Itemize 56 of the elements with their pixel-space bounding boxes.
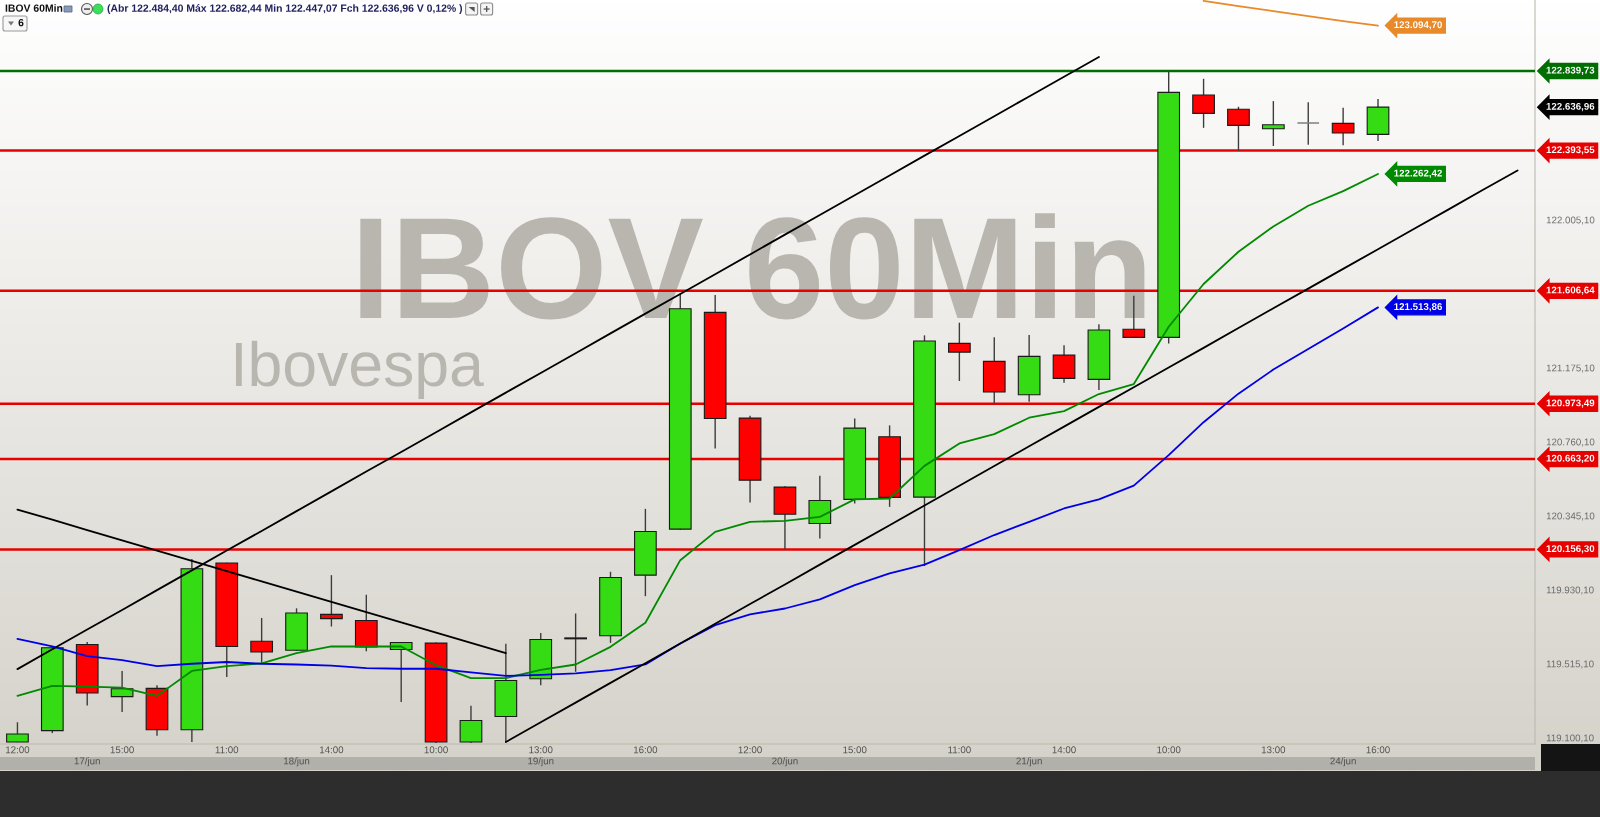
x-tick-label: 10:00 xyxy=(1157,746,1181,754)
x-tick-label: 16:00 xyxy=(1366,746,1390,754)
text: Ibovespa xyxy=(235,340,484,399)
ref-line-label: 122.839,73 xyxy=(1546,66,1595,76)
data-label: 122.262,42 xyxy=(1394,169,1442,178)
ref-line-label: 122.393,55 xyxy=(1546,146,1595,155)
candlestick xyxy=(6,721,29,743)
text: 122.636,96 xyxy=(1546,102,1595,112)
y-tick-label: 122.005,10 xyxy=(1546,216,1595,225)
x-tick-label: 20/jun xyxy=(772,757,798,767)
x-tick-label: 12:00 xyxy=(6,746,30,754)
candlestick xyxy=(1261,100,1285,147)
annotation: 6 xyxy=(18,18,24,27)
y-tick-label: 119.515,10 xyxy=(1546,660,1594,669)
y-tick-label: 121.175,10 xyxy=(1546,364,1595,373)
x-tick-label: 11:00 xyxy=(215,746,239,754)
x-tick-label: 10:00 xyxy=(424,746,448,754)
ref-line-label: 120.156,30 xyxy=(1546,545,1595,554)
x-tick-label: 12:00 xyxy=(738,746,762,754)
x-tick-label: 21/jun xyxy=(1016,757,1042,767)
candlestick xyxy=(459,705,483,744)
chart-title: IBOV 60Min xyxy=(5,4,63,12)
data-label: 121.513,86 xyxy=(1394,303,1443,312)
x-tick-label: 14:00 xyxy=(320,746,344,754)
candlestick xyxy=(110,670,134,713)
x-tick-label: 13:00 xyxy=(1261,746,1286,754)
line-series xyxy=(1202,0,1379,27)
candlestick xyxy=(250,617,274,664)
candlestick xyxy=(948,322,971,382)
x-tick-label: 18/jun xyxy=(284,757,310,767)
x-tick-label: 14:00 xyxy=(1052,746,1076,754)
candlestick xyxy=(808,475,832,540)
ref-line-label: 120.973,49 xyxy=(1546,399,1595,408)
x-tick-label: 16:00 xyxy=(633,746,658,754)
candlestick xyxy=(564,612,587,673)
y-tick-label: 119.930,10 xyxy=(1546,586,1594,595)
candlestick xyxy=(1331,106,1355,147)
line-series xyxy=(16,173,1379,697)
y-tick-label: 120.760,10 xyxy=(1546,438,1595,447)
candlestick xyxy=(1227,106,1250,152)
annotation: (Abr 122.484,40 Máx 122.682,44 Min 122.447,07 Fch 122.636,96 V 0,12% ) xyxy=(107,4,463,14)
x-tick-label: 17/jun xyxy=(74,757,100,767)
candlestick xyxy=(1296,101,1320,146)
data-label: 123.094,70 xyxy=(1394,21,1442,30)
x-tick-label: 11:00 xyxy=(948,746,971,754)
x-tick-label: 24/jun xyxy=(1330,757,1356,767)
y-tick-label: 120.345,10 xyxy=(1546,512,1595,521)
ref-line-label: 121.606,64 xyxy=(1546,286,1595,295)
candlestick xyxy=(320,574,343,628)
ref-line-label: 120.663,20 xyxy=(1546,454,1595,464)
x-tick-label: 15:00 xyxy=(110,746,134,754)
x-tick-label: 15:00 xyxy=(843,746,867,754)
x-tick-label: 13:00 19/jun xyxy=(528,746,554,767)
y-tick-label: 119.100,10 xyxy=(1546,734,1594,743)
candlestick xyxy=(1052,344,1076,384)
candlestick xyxy=(1192,78,1215,129)
